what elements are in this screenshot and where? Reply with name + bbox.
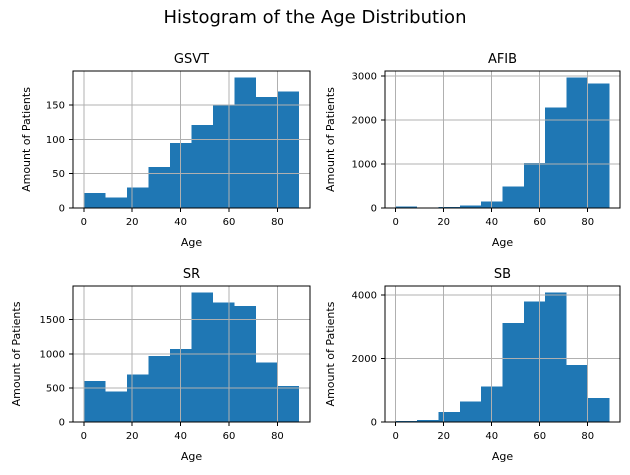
histogram-bar [105, 197, 127, 208]
histogram-bar [587, 83, 610, 208]
y-tick-label: 2000 [352, 116, 377, 127]
subplot-title: SB [494, 267, 511, 282]
histogram-bar [105, 391, 127, 422]
y-tick-label: 100 [46, 135, 65, 146]
histogram-bar [438, 206, 460, 208]
x-tick-label: 0 [81, 217, 87, 228]
histogram-bar [148, 355, 170, 422]
histogram-bar [545, 107, 567, 208]
y-tick-label: 1000 [40, 349, 65, 360]
histogram-bar [191, 124, 214, 208]
histogram-bar [148, 166, 170, 208]
x-tick-label: 0 [392, 431, 398, 442]
x-axis-label: Age [181, 236, 203, 249]
histogram-bar [566, 77, 588, 209]
x-tick-label: 40 [174, 217, 187, 228]
histogram-bar [523, 301, 546, 422]
histogram-bar [83, 192, 106, 208]
x-tick-label: 20 [126, 431, 139, 442]
histogram-bar [256, 362, 278, 422]
y-axis-label: Amount of Patients [20, 87, 33, 192]
x-tick-label: 20 [437, 217, 450, 228]
histogram-bar [126, 187, 149, 208]
histogram-bar [213, 104, 235, 208]
y-tick-label: 150 [46, 100, 65, 111]
y-axis-label: Amount of Patients [10, 301, 23, 406]
x-tick-label: 80 [271, 431, 284, 442]
histogram-bar [502, 186, 524, 208]
x-tick-label: 80 [581, 217, 594, 228]
y-tick-label: 0 [59, 204, 65, 215]
y-tick-label: 3000 [352, 72, 377, 83]
y-tick-label: 0 [371, 418, 377, 429]
histogram-bar [523, 163, 546, 208]
histogram-bar [459, 205, 482, 208]
x-tick-label: 60 [533, 431, 546, 442]
subplot-title: SR [183, 267, 200, 282]
histogram-bar [126, 374, 149, 422]
axes-spines [384, 285, 621, 423]
x-axis-label: Age [181, 450, 203, 463]
x-tick-label: 20 [437, 431, 450, 442]
x-tick-label: 40 [485, 431, 498, 442]
axes-spines [384, 70, 621, 209]
histogram-bar [395, 206, 418, 208]
histogram-bar [502, 322, 524, 422]
y-tick-label: 1500 [40, 315, 65, 326]
y-tick-label: 50 [52, 169, 65, 180]
histogram-bar [417, 419, 439, 422]
y-axis-label: Amount of Patients [324, 87, 337, 192]
histogram-bar [566, 364, 588, 422]
y-tick-label: 1000 [352, 160, 377, 171]
histogram-bar [545, 292, 567, 422]
y-tick-label: 500 [46, 383, 65, 394]
figure-title: Histogram of the Age Distribution [163, 7, 467, 28]
histogram-bar [213, 302, 235, 422]
x-tick-label: 40 [485, 217, 498, 228]
x-tick-label: 40 [174, 431, 187, 442]
x-axis-label: Age [492, 236, 514, 249]
histogram-bar [191, 292, 214, 422]
x-tick-label: 20 [126, 217, 139, 228]
x-tick-label: 60 [223, 217, 236, 228]
y-tick-label: 2000 [352, 354, 377, 365]
x-tick-label: 0 [81, 431, 87, 442]
subplot-title: AFIB [488, 52, 517, 67]
histogram-bar [256, 96, 278, 208]
x-tick-label: 0 [392, 217, 398, 228]
histogram-bar [459, 401, 482, 422]
x-tick-label: 80 [271, 217, 284, 228]
y-tick-label: 0 [371, 204, 377, 215]
histogram-bar [277, 385, 300, 422]
histogram-bar [277, 91, 300, 208]
histogram-bar [438, 412, 460, 422]
x-tick-label: 80 [581, 431, 594, 442]
histogram-bar [83, 381, 106, 422]
histogram-bar [234, 306, 257, 422]
x-tick-label: 60 [533, 217, 546, 228]
histogram-bar [234, 77, 257, 209]
x-axis-label: Age [492, 450, 514, 463]
subplot-title: GSVT [174, 52, 209, 67]
y-tick-label: 4000 [352, 291, 377, 302]
histogram-bar [587, 398, 610, 422]
y-tick-label: 0 [59, 418, 65, 429]
y-axis-label: Amount of Patients [324, 301, 337, 406]
x-tick-label: 60 [223, 431, 236, 442]
